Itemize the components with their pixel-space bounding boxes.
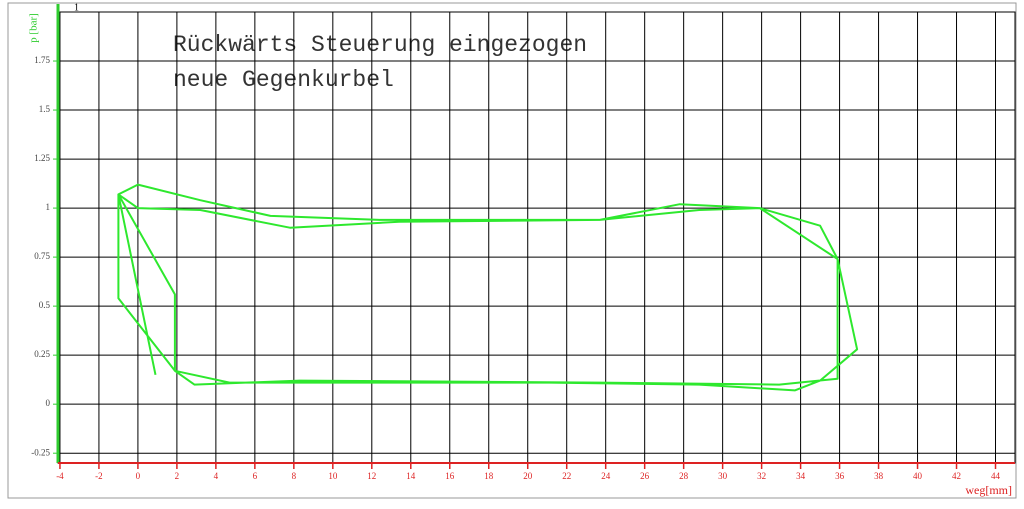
y-tick-label: 1 xyxy=(46,202,51,212)
x-tick-label: 34 xyxy=(796,471,806,481)
x-tick-label: 20 xyxy=(523,471,533,481)
y-tick-label: 1.5 xyxy=(39,104,51,114)
frame xyxy=(7,2,1017,499)
y-tick-label: 1.75 xyxy=(34,55,50,65)
x-tick-label: -2 xyxy=(95,471,103,481)
x-tick-label: -4 xyxy=(56,471,64,481)
data-line xyxy=(117,183,859,392)
y-tick-label: -0.25 xyxy=(31,447,50,457)
x-tick-label: 36 xyxy=(835,471,845,481)
corner-label: 1 xyxy=(74,2,79,13)
x-tick-label: 16 xyxy=(445,471,455,481)
y-tick-label: 0 xyxy=(46,398,51,408)
x-tick-label: 14 xyxy=(406,471,416,481)
annotation: Rückwärts Steuerung eingezogen xyxy=(173,32,587,58)
x-tick-label: 8 xyxy=(292,471,297,481)
x-tick-label: 24 xyxy=(601,471,611,481)
x-tick-label: 40 xyxy=(913,471,923,481)
x-tick-label: 22 xyxy=(562,471,571,481)
x-tick-label: 44 xyxy=(991,471,1001,481)
y-tick-label: 0.75 xyxy=(34,251,50,261)
x-tick-label: 4 xyxy=(214,471,219,481)
y-tick-label: 0.5 xyxy=(39,300,51,310)
x-axis-label: weg[mm] xyxy=(965,483,1012,497)
x-tick-label: 6 xyxy=(253,471,258,481)
x-tick-label: 2 xyxy=(175,471,180,481)
x-tick-label: 26 xyxy=(640,471,650,481)
x-tick-label: 38 xyxy=(874,471,884,481)
annotation: neue Gegenkurbel xyxy=(173,67,394,93)
y-tick-label: 0.25 xyxy=(34,349,50,359)
y-tick-label: 1.25 xyxy=(34,153,50,163)
x-tick-label: 12 xyxy=(367,471,376,481)
x-tick-label: 30 xyxy=(718,471,728,481)
x-tick-label: 42 xyxy=(952,471,961,481)
x-tick-label: 32 xyxy=(757,471,766,481)
x-tick-label: 10 xyxy=(328,471,338,481)
x-tick-label: 18 xyxy=(484,471,494,481)
y-axis-label: p [bar] xyxy=(28,13,40,43)
x-tick-label: 0 xyxy=(136,471,141,481)
x-tick-label: 28 xyxy=(679,471,689,481)
